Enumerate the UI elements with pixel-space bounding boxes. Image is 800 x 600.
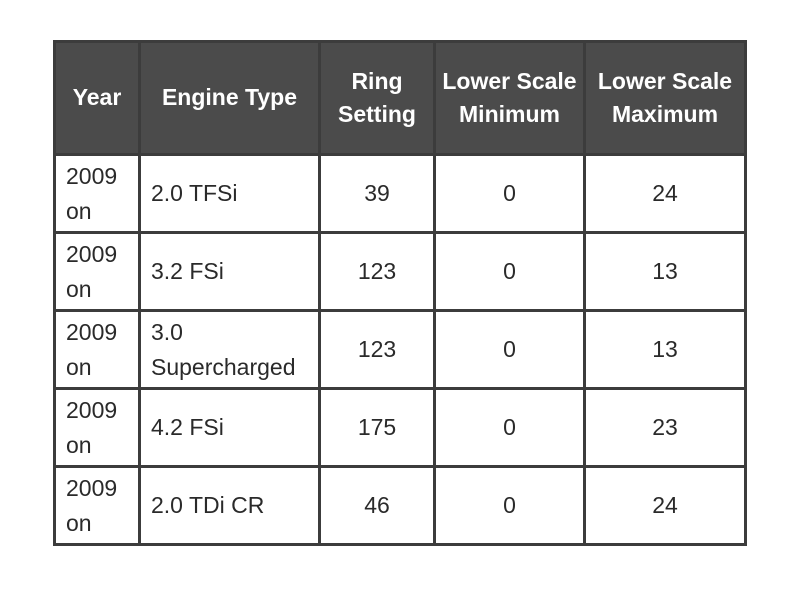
table-cell: 2009 on	[53, 153, 141, 234]
table-row: 2009 on 2.0 TDi CR 46 0 24	[53, 465, 747, 546]
table-cell: 24	[583, 465, 747, 546]
column-header: Lower Scale Maximum	[583, 40, 747, 156]
table-cell: 123	[318, 309, 436, 390]
table-cell: 0	[433, 465, 586, 546]
table-cell: 0	[433, 309, 586, 390]
table-cell: 0	[433, 387, 586, 468]
table-cell: 46	[318, 465, 436, 546]
table-row: 2009 on 4.2 FSi 175 0 23	[53, 387, 747, 468]
table-cell: 13	[583, 309, 747, 390]
column-header: Engine Type	[138, 40, 321, 156]
table-row: 2009 on 2.0 TFSi 39 0 24	[53, 153, 747, 234]
header-row: Year Engine Type Ring Setting Lower Scale M…	[53, 40, 747, 156]
table-row: 2009 on 3.0 Supercharged 123 0 13	[53, 309, 747, 390]
table-cell: 2.0 TFSi	[138, 153, 321, 234]
table-cell: 175	[318, 387, 436, 468]
table-cell: 2.0 TDi CR	[138, 465, 321, 546]
table-cell: 2009 on	[53, 231, 141, 312]
table-cell: 24	[583, 153, 747, 234]
table-cell: 23	[583, 387, 747, 468]
table-cell: 39	[318, 153, 436, 234]
table-cell: 2009 on	[53, 465, 141, 546]
table-cell: 0	[433, 153, 586, 234]
table-cell: 4.2 FSi	[138, 387, 321, 468]
table-cell: 2009 on	[53, 387, 141, 468]
table-body: 2009 on 2.0 TFSi 39 0 24 2009 on 3.2 FSi 123 0 13…	[53, 153, 747, 546]
column-header: Lower Scale Minimum	[433, 40, 586, 156]
table-cell: 2009 on	[53, 309, 141, 390]
table-row: 2009 on 3.2 FSi 123 0 13	[53, 231, 747, 312]
table-cell: 123	[318, 231, 436, 312]
data-table: Year Engine Type Ring Setting Lower Scale M…	[53, 40, 747, 546]
table-cell: 13	[583, 231, 747, 312]
table-cell: 0	[433, 231, 586, 312]
column-header: Year	[53, 40, 141, 156]
table-cell: 3.2 FSi	[138, 231, 321, 312]
table-cell: 3.0 Supercharged	[138, 309, 321, 390]
column-header: Ring Setting	[318, 40, 436, 156]
